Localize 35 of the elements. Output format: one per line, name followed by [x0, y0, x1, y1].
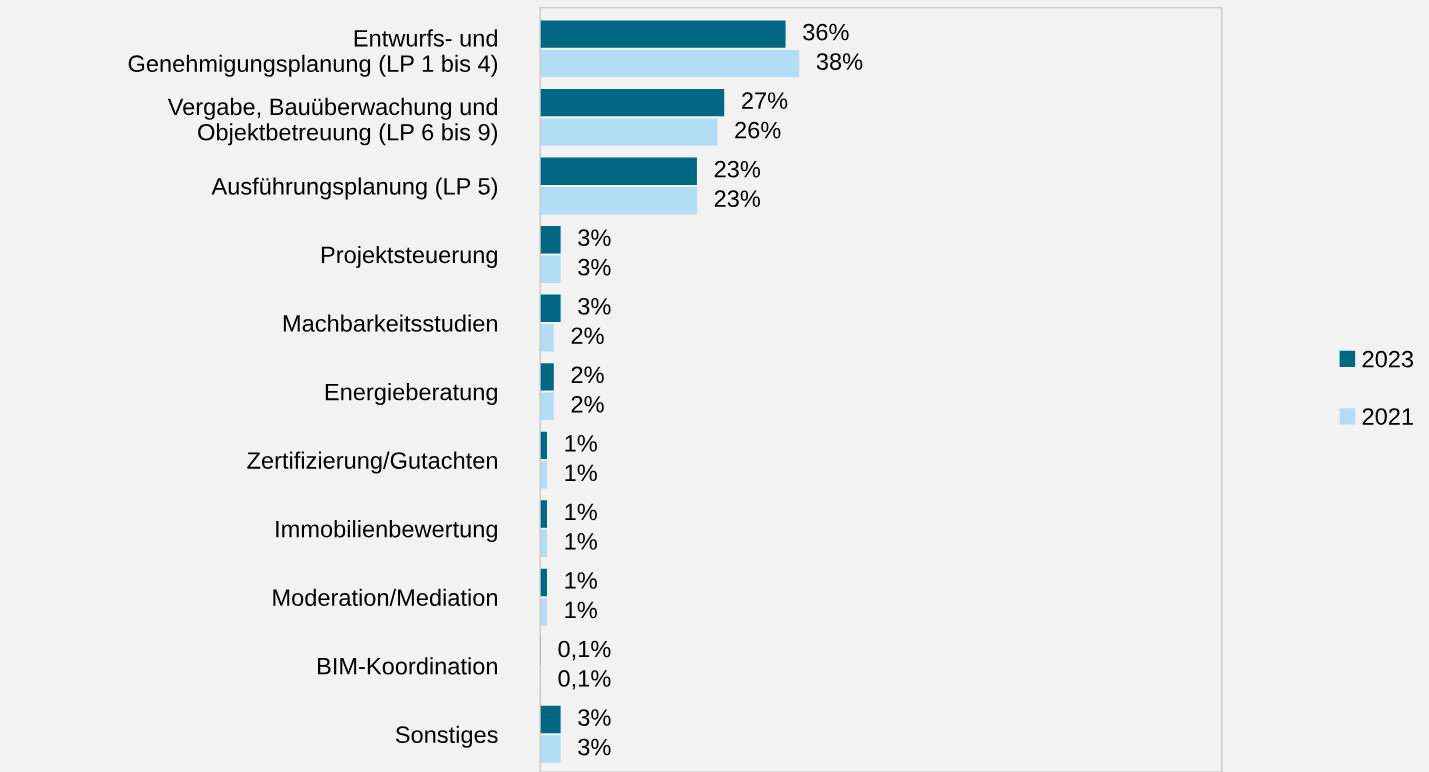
data-label: 3%	[578, 738, 611, 756]
legend-label: 2021	[1362, 408, 1413, 425]
data-label: 1%	[565, 533, 597, 550]
data-label: 27%	[742, 92, 788, 109]
data-label: 2%	[571, 366, 604, 384]
y-tick-label: BIM-Koordination	[318, 657, 497, 675]
data-label: 23%	[714, 160, 761, 178]
y-tick-label: Projektsteuerung	[321, 245, 497, 268]
y-tick-label: Sonstiges	[395, 725, 498, 748]
y-tick-label: Moderation/Mediation	[273, 588, 497, 606]
data-label: 26%	[735, 121, 781, 139]
y-tick-label: Entwurfs- und Genehmigungsplanung (LP 1 bis 4)	[128, 29, 498, 77]
data-label: 3%	[578, 229, 611, 247]
data-label: 0,1%	[558, 670, 611, 690]
data-label: 1%	[565, 601, 597, 619]
data-label: 2%	[571, 395, 604, 413]
data-label: 36%	[803, 23, 849, 41]
y-tick-label: Immobilienbewertung	[276, 520, 497, 543]
data-label: 1%	[565, 435, 597, 452]
data-label: 2%	[571, 327, 604, 345]
legend-label: 2023	[1362, 350, 1414, 368]
data-label: 1%	[565, 503, 597, 521]
y-tick-label: Vergabe, Bauüberwachung und Objektbetreuung (LP 6 bis 9)	[167, 97, 498, 146]
y-tick-label: Energieberatung	[325, 383, 497, 406]
data-label: 0,1%	[558, 640, 611, 661]
data-label: 1%	[565, 464, 597, 482]
data-label: 1%	[565, 572, 597, 589]
data-label: 3%	[578, 297, 611, 315]
y-tick-label: Zertifizierung/Gutachten	[247, 451, 497, 474]
y-tick-label: Ausführungsplanung (LP 5)	[211, 177, 498, 200]
data-label: 3%	[578, 709, 611, 726]
data-label: 3%	[578, 258, 611, 276]
data-label: 38%	[816, 53, 863, 70]
data-label: 23%	[714, 190, 761, 208]
y-tick-label: Machbarkeitsstudien	[283, 314, 497, 332]
